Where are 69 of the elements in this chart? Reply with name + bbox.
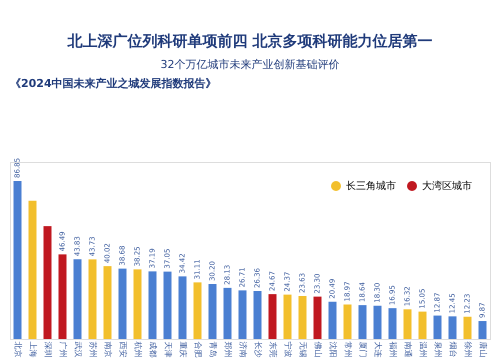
x-tick-label: 烟台 — [448, 342, 458, 358]
x-tick-label: 大连 — [374, 342, 382, 358]
x-tick-label: 徐州 — [464, 342, 472, 358]
x-tick-label: 唐山 — [478, 342, 488, 358]
x-tick-label: 北京 — [14, 342, 22, 358]
bar — [268, 294, 276, 339]
bar — [418, 312, 426, 339]
x-tick-label: 济南 — [238, 342, 248, 358]
x-tick-label: 重庆 — [178, 342, 188, 358]
bar — [298, 296, 306, 339]
legend-label: 长三角城市 — [346, 180, 396, 192]
bar — [238, 290, 246, 339]
bar — [478, 321, 486, 339]
bar — [314, 296, 322, 339]
bar — [148, 271, 156, 339]
bar — [358, 305, 366, 339]
x-tick-label: 佛山 — [314, 342, 322, 358]
bar — [28, 200, 36, 339]
bar — [134, 269, 142, 339]
bar — [44, 226, 52, 339]
x-tick-label: 南京 — [104, 342, 112, 358]
bar — [58, 254, 66, 339]
bar — [208, 284, 216, 339]
x-tick-label: 西安 — [118, 342, 128, 358]
x-tick-label: 上海 — [28, 342, 38, 358]
bar — [104, 266, 112, 339]
bar — [374, 306, 382, 339]
bar — [88, 259, 96, 339]
bar — [448, 316, 456, 339]
bar — [224, 288, 232, 339]
x-tick-label: 常州 — [344, 342, 352, 358]
legend-label: 大湾区城市 — [422, 180, 472, 192]
text: 《2024中国未来产业之城发展指数报告》 — [10, 77, 217, 90]
x-tick-label: 杭州 — [134, 340, 142, 358]
bar — [178, 276, 186, 339]
bar — [464, 316, 472, 339]
bar — [284, 294, 292, 339]
x-tick-label: 南通 — [404, 342, 412, 358]
bar — [404, 309, 412, 339]
x-tick-label: 福州 — [388, 342, 398, 358]
chart-subtitle: 32个万亿城市未来产业创新基础评价 — [160, 58, 340, 71]
x-tick-label: 郑州 — [224, 342, 232, 358]
bar — [254, 291, 262, 339]
x-tick-label: 成都 — [148, 342, 158, 358]
x-tick-label: 合肥 — [194, 342, 202, 358]
x-tick-label: 武汉 — [74, 342, 82, 358]
x-tick-label: 沈阳 — [328, 342, 338, 358]
bar — [388, 308, 396, 339]
bar — [14, 180, 22, 339]
bar — [164, 272, 172, 339]
x-tick-label: 东莞 — [268, 342, 278, 358]
x-tick-label: 宁波 — [284, 342, 292, 358]
bar — [328, 302, 336, 339]
x-tick-label: 天津 — [164, 342, 172, 358]
x-tick-label: 广州 — [58, 342, 68, 358]
bar — [74, 259, 82, 339]
x-tick-label: 泉州 — [434, 342, 442, 358]
bar — [344, 304, 352, 339]
bar — [118, 268, 126, 339]
x-tick-label: 无锡 — [298, 342, 308, 358]
x-tick-label: 苏州 — [88, 342, 98, 358]
x-tick-label: 长沙 — [254, 342, 262, 358]
bar — [194, 282, 202, 339]
x-tick-label: 青岛 — [208, 342, 218, 358]
chart-title: 北上深广位列科研单项前四 北京多项科研能力位居第一 — [66, 32, 433, 50]
bar — [434, 316, 442, 339]
x-tick-label: 厦门 — [358, 342, 368, 358]
x-tick-label: 深圳 — [44, 342, 52, 358]
x-tick-label: 温州 — [418, 342, 428, 358]
